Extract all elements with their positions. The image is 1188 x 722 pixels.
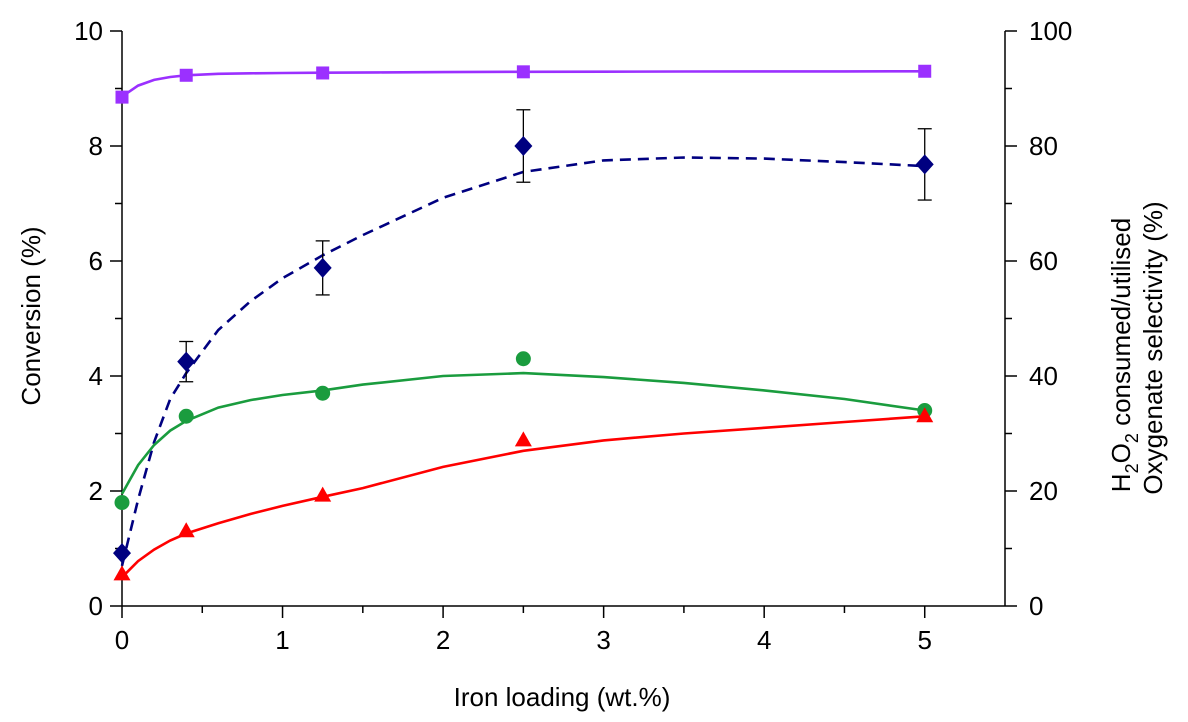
x-tick-label: 2 <box>436 625 450 655</box>
y-right-title-sub2: 2 <box>1122 433 1142 443</box>
data-point-diamond <box>177 351 196 372</box>
data-point-square <box>516 65 530 79</box>
y-left-axis-title: Conversion (%) <box>16 226 46 405</box>
data-point-diamond <box>915 154 934 175</box>
y-right-title-h: H <box>1106 473 1136 492</box>
x-tick-label: 1 <box>275 625 289 655</box>
y-right-title-rest: consumed/utilised <box>1106 218 1136 433</box>
y-right-tick-label: 80 <box>1029 131 1058 161</box>
y-left-tick-label: 6 <box>89 246 103 276</box>
data-point-circle <box>114 495 130 510</box>
data-point-diamond <box>113 543 131 564</box>
series-square <box>115 64 932 104</box>
data-point-circle <box>315 385 331 401</box>
data-point-triangle <box>113 565 131 581</box>
series-triangle <box>113 407 934 581</box>
y-right-axis-title-line1: H2O2 consumed/utilised <box>1106 218 1142 492</box>
x-tick-label: 4 <box>757 625 771 655</box>
data-point-square <box>115 90 129 104</box>
y-left-tick-label: 10 <box>74 16 103 46</box>
data-point-square <box>316 66 330 80</box>
y-right-tick-label: 100 <box>1029 16 1072 46</box>
data-point-circle <box>178 408 194 424</box>
y-left-tick-label: 4 <box>89 361 103 391</box>
x-tick-label: 3 <box>596 625 610 655</box>
x-axis-title: Iron loading (wt.%) <box>454 682 671 712</box>
data-point-triangle <box>514 431 532 447</box>
y-right-axis-title-line2: Oxygenate selectivity (%) <box>1138 201 1168 494</box>
data-point-square <box>918 64 932 78</box>
data-point-diamond <box>514 136 533 156</box>
series-diamond <box>113 109 934 567</box>
data-point-triangle <box>314 486 332 502</box>
y-right-title-o: O <box>1106 443 1136 463</box>
x-tick-label: 0 <box>115 625 129 655</box>
y-right-tick-label: 40 <box>1029 361 1058 391</box>
y-right-tick-label: 60 <box>1029 246 1058 276</box>
y-right-tick-label: 0 <box>1029 591 1043 621</box>
x-tick-label: 5 <box>917 625 931 655</box>
y-right-tick-label: 20 <box>1029 476 1058 506</box>
series-circle <box>114 351 933 510</box>
y-left-tick-label: 8 <box>89 131 103 161</box>
data-point-circle <box>515 351 531 367</box>
y-right-title-sub1: 2 <box>1122 463 1142 473</box>
data-point-diamond <box>313 257 332 278</box>
data-point-triangle <box>177 522 195 538</box>
data-point-square <box>179 68 193 82</box>
y-left-tick-label: 0 <box>89 591 103 621</box>
y-left-tick-label: 2 <box>89 476 103 506</box>
series-layer <box>113 64 934 581</box>
data-point-triangle <box>916 407 934 423</box>
